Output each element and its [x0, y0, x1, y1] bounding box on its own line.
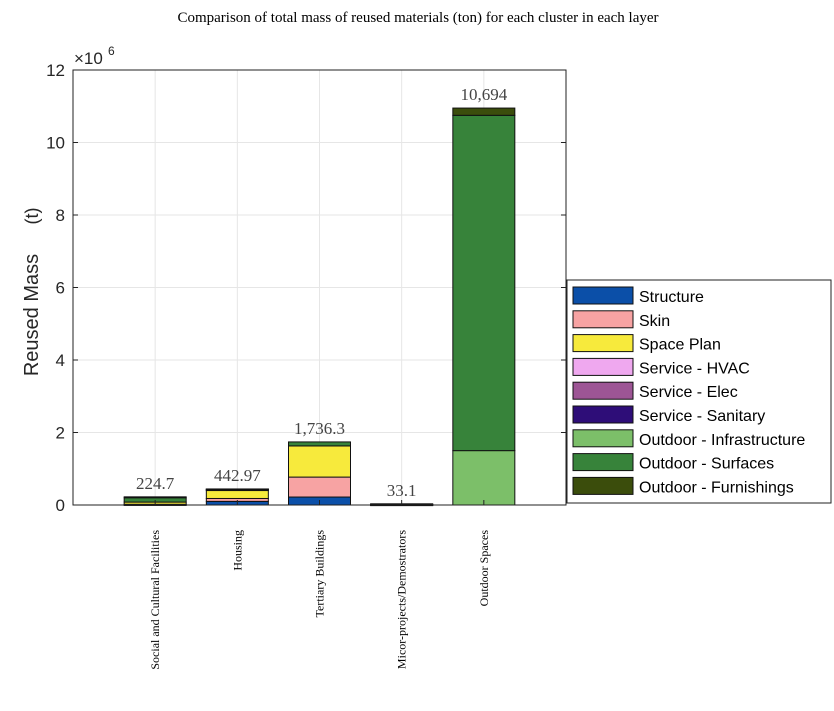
legend-swatch	[572, 286, 634, 305]
bar-segment	[288, 441, 351, 447]
legend-swatch	[572, 381, 634, 400]
bar-total-label: 442.97	[214, 466, 261, 485]
x-tick-label: Social and Cultural Facilities	[148, 530, 162, 670]
legend-label: Skin	[639, 313, 670, 330]
y-axis: 0 2 4 6 8 10 12	[46, 61, 566, 515]
legend-swatch	[572, 334, 634, 353]
legend-label: Outdoor - Surfaces	[639, 456, 774, 473]
x-tick-label: Housing	[230, 530, 244, 571]
y-tick-label: 12	[46, 61, 65, 80]
bar-segment	[288, 445, 351, 478]
total-labels: 224.7 442.97 1,736.3 33.1 10,694	[136, 85, 508, 500]
bar-segment	[123, 496, 187, 499]
x-tick-label: Tertiary Buildings	[313, 530, 327, 618]
x-tick-label: Micor-projects/Demostrators	[395, 530, 409, 669]
y-exponent: ×10 6	[74, 44, 115, 68]
y-axis-unit: (t)	[22, 208, 42, 225]
legend-label: Service - HVAC	[639, 360, 750, 377]
legend-swatch	[572, 453, 634, 472]
bar-segment	[452, 114, 516, 452]
bar-segment	[288, 476, 351, 498]
y-axis-label: Reused Mass	[21, 254, 43, 376]
bars	[123, 107, 516, 507]
y-tick-label: 10	[46, 134, 65, 153]
bar-segment	[452, 450, 516, 506]
chart-title: Comparison of total mass of reused mater…	[177, 10, 658, 26]
legend-swatch	[572, 429, 634, 448]
bar-segment	[452, 107, 516, 116]
bar-total-label: 33.1	[387, 481, 417, 500]
legend-label: Service - Elec	[639, 384, 738, 401]
bar-total-label: 1,736.3	[294, 419, 345, 438]
x-tick-label: Outdoor Spaces	[477, 530, 491, 607]
legend-label: Structure	[639, 289, 704, 306]
y-tick-label: 6	[56, 279, 65, 298]
legend-swatch	[572, 310, 634, 329]
y-tick-label: 8	[56, 206, 65, 225]
legend-swatch	[572, 476, 634, 495]
legend-label: Space Plan	[639, 337, 721, 354]
bar-segment	[205, 489, 269, 499]
y-tick-label: 0	[56, 496, 65, 515]
legend: Structure Skin Space Plan Service - HVAC Ser…	[566, 279, 832, 504]
legend-swatch	[572, 357, 634, 376]
y-tick-label: 2	[56, 424, 65, 443]
bar-segment	[205, 488, 269, 491]
y-exponent-base: ×10	[74, 49, 103, 68]
legend-swatch	[572, 405, 634, 424]
bar-total-label: 10,694	[460, 85, 507, 104]
bar-total-label: 224.7	[136, 474, 175, 493]
legend-label: Outdoor - Furnishings	[639, 479, 794, 496]
y-tick-label: 4	[56, 351, 65, 370]
legend-label: Outdoor - Infrastructure	[639, 432, 805, 449]
x-axis: Social and Cultural Facilities Housing Ter…	[148, 500, 491, 670]
legend-label: Service - Sanitary	[639, 408, 765, 425]
y-exponent-power: 6	[108, 44, 115, 58]
